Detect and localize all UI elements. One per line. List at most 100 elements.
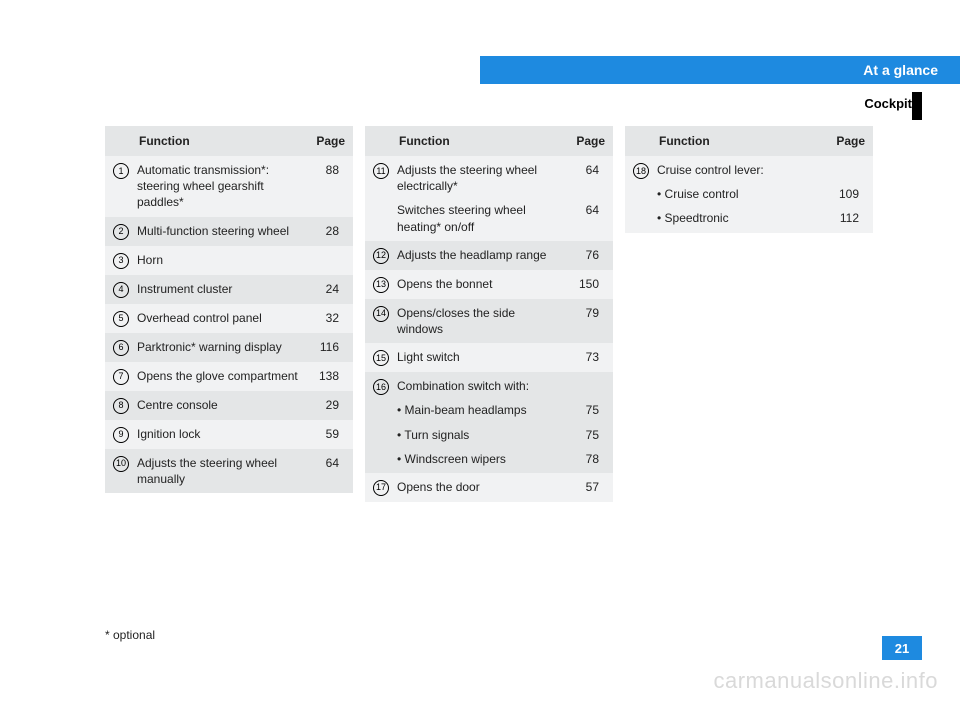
row-page: 28 <box>299 223 339 239</box>
index-circle-icon: 13 <box>373 277 389 293</box>
index-circle-icon: 16 <box>373 379 389 395</box>
row-function-text: Ignition lock <box>137 426 299 442</box>
index-circle-icon: 18 <box>633 163 649 179</box>
row-index: 1 <box>105 162 137 211</box>
table-row: 13 Opens the bonnet150 <box>365 270 613 299</box>
index-circle-icon: 5 <box>113 311 129 327</box>
index-circle-icon: 10 <box>113 456 129 472</box>
row-index: 5 <box>105 310 137 327</box>
row-index: 13 <box>365 276 397 293</box>
row-function: Light switch73 <box>397 349 605 366</box>
index-circle-icon: 8 <box>113 398 129 414</box>
chapter-title: At a glance <box>863 62 938 78</box>
row-index: 12 <box>365 247 397 264</box>
row-index: 17 <box>365 479 397 496</box>
page-number: 21 <box>895 641 909 656</box>
table-row: 4 Instrument cluster24 <box>105 275 353 304</box>
index-circle-icon: 17 <box>373 480 389 496</box>
table-header: FunctionPage <box>365 126 613 156</box>
row-index: 8 <box>105 397 137 414</box>
col-header-num <box>365 134 397 148</box>
row-page: 64 <box>559 162 599 194</box>
function-tables: FunctionPage 1 Automatic transmission*: st… <box>105 126 873 502</box>
row-function: Opens/closes the side windows79 <box>397 305 605 337</box>
row-page: 76 <box>559 247 599 263</box>
row-function-text: Opens/closes the side windows <box>397 305 559 337</box>
row-function: Instrument cluster24 <box>137 281 345 298</box>
row-page: 109 <box>819 186 859 202</box>
row-function: Ignition lock59 <box>137 426 345 443</box>
row-page: 64 <box>559 202 599 234</box>
row-index: 9 <box>105 426 137 443</box>
row-index: 3 <box>105 252 137 269</box>
row-function-text: Automatic transmission*: steering wheel … <box>137 162 299 211</box>
row-function-text: Opens the door <box>397 479 559 495</box>
table-row: 18 Cruise control lever:• Cruise control1… <box>625 156 873 233</box>
row-function: Opens the door57 <box>397 479 605 496</box>
table-row: 15 Light switch73 <box>365 343 613 372</box>
row-function-text: Adjusts the headlamp range <box>397 247 559 263</box>
manual-page: At a glance Cockpit FunctionPage 1 Automat… <box>0 0 960 708</box>
row-function-text: Opens the bonnet <box>397 276 559 292</box>
col-header-function: Function <box>657 134 831 148</box>
edge-tab <box>912 92 922 120</box>
table-row: 8 Centre console29 <box>105 391 353 420</box>
row-function: Adjusts the headlamp range76 <box>397 247 605 264</box>
index-circle-icon: 6 <box>113 340 129 356</box>
row-index: 10 <box>105 455 137 487</box>
table-row: 1 Automatic transmission*: steering wheel… <box>105 156 353 217</box>
row-function-text: Adjusts the steering wheel manually <box>137 455 299 487</box>
row-page: 88 <box>299 162 339 211</box>
row-function-text: Horn <box>137 252 299 268</box>
row-function: Multi-function steering wheel28 <box>137 223 345 240</box>
row-function: Opens the bonnet150 <box>397 276 605 293</box>
index-circle-icon: 4 <box>113 282 129 298</box>
row-page: 79 <box>559 305 599 337</box>
table-header: FunctionPage <box>105 126 353 156</box>
row-function-text: • Turn signals <box>397 427 559 443</box>
row-page: 59 <box>299 426 339 442</box>
row-function-text: Combination switch with: <box>397 378 559 394</box>
index-circle-icon: 15 <box>373 350 389 366</box>
row-function-text: Centre console <box>137 397 299 413</box>
col-header-function: Function <box>137 134 311 148</box>
col-header-num <box>625 134 657 148</box>
index-circle-icon: 3 <box>113 253 129 269</box>
row-page: 57 <box>559 479 599 495</box>
index-circle-icon: 12 <box>373 248 389 264</box>
table-row: 7Opens the glove compartment138 <box>105 362 353 391</box>
row-function: Cruise control lever:• Cruise control109… <box>657 162 865 227</box>
row-index: 18 <box>625 162 657 227</box>
row-index: 14 <box>365 305 397 337</box>
section-title: Cockpit <box>864 96 912 111</box>
table-row: 6 Parktronic* warning display116 <box>105 333 353 362</box>
table-row: 17 Opens the door57 <box>365 473 613 502</box>
row-index: 16 <box>365 378 397 467</box>
row-index: 7 <box>105 368 137 385</box>
row-function: Overhead control panel32 <box>137 310 345 327</box>
row-index: 2 <box>105 223 137 240</box>
footnote-optional: * optional <box>105 628 155 642</box>
row-page: 29 <box>299 397 339 413</box>
row-function-text: Switches steering wheel heating* on/off <box>397 202 559 234</box>
row-index: 4 <box>105 281 137 298</box>
col-header-num <box>105 134 137 148</box>
row-page: 32 <box>299 310 339 326</box>
row-function-text: • Cruise control <box>657 186 819 202</box>
table-row: 16 Combination switch with:• Main-beam he… <box>365 372 613 473</box>
chapter-header-bar: At a glance <box>480 56 960 84</box>
index-circle-icon: 1 <box>113 163 129 179</box>
row-page: 75 <box>559 427 599 443</box>
row-function-text: Adjusts the steering wheel electrically* <box>397 162 559 194</box>
table-row: 14 Opens/closes the side windows79 <box>365 299 613 343</box>
row-function: Parktronic* warning display116 <box>137 339 345 356</box>
row-page: 73 <box>559 349 599 365</box>
function-table-column: FunctionPage18Cruise control lever:• Cru… <box>625 126 873 502</box>
row-function: Combination switch with:• Main-beam head… <box>397 378 605 467</box>
index-circle-icon: 14 <box>373 306 389 322</box>
table-row: 5 Overhead control panel32 <box>105 304 353 333</box>
table-row: 11Adjusts the steering wheel electricall… <box>365 156 613 241</box>
row-page <box>299 252 339 268</box>
col-header-function: Function <box>397 134 571 148</box>
index-circle-icon: 7 <box>113 369 129 385</box>
